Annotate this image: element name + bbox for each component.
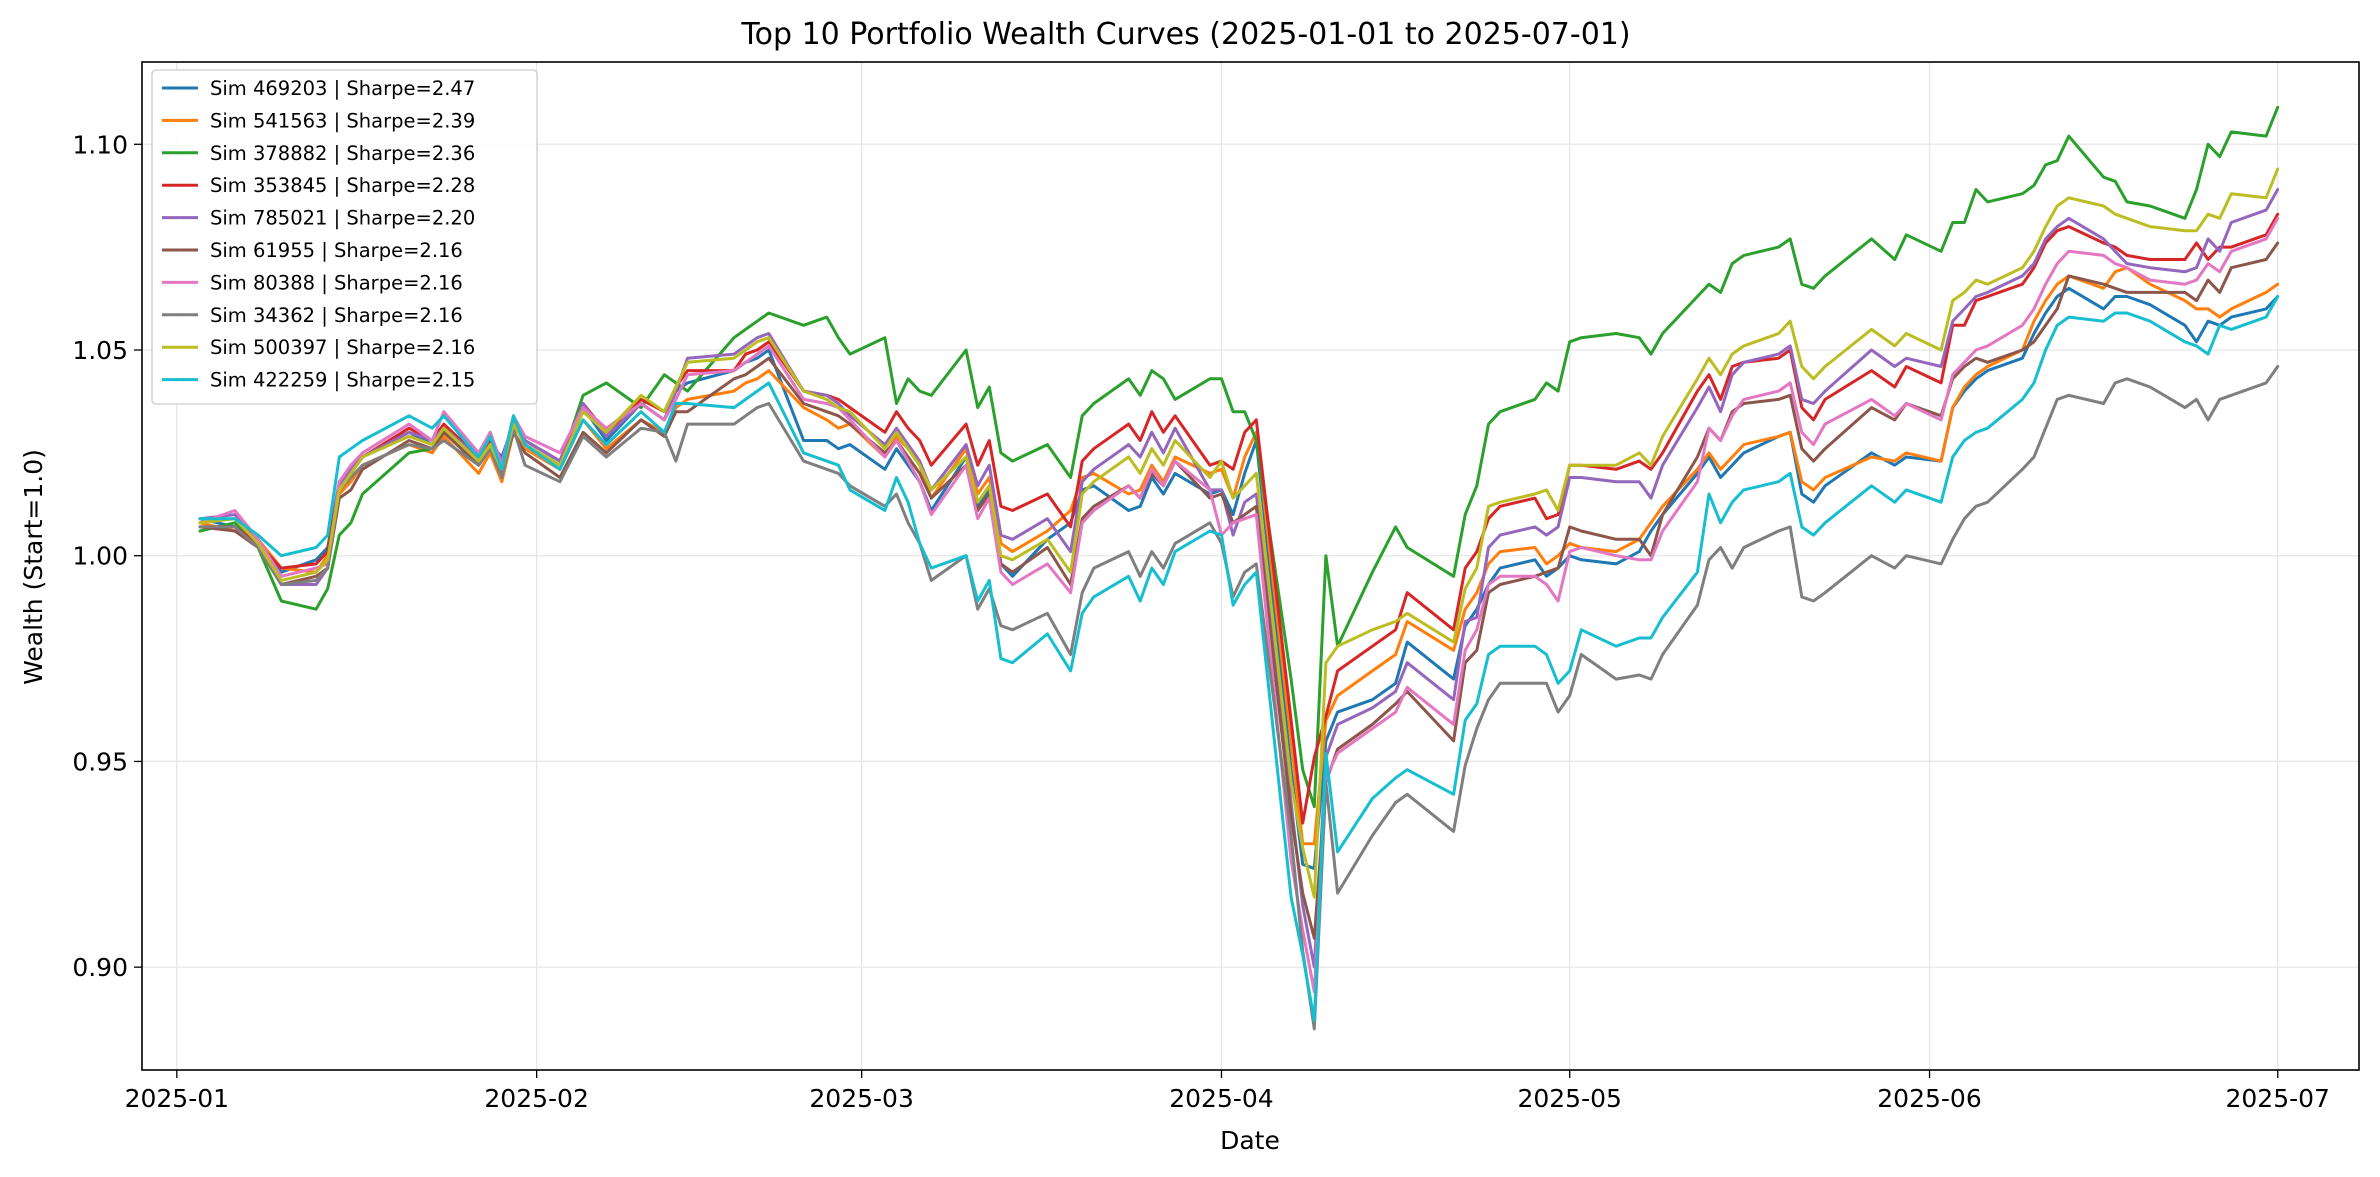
legend-label: Sim 785021 | Sharpe=2.20	[210, 207, 475, 230]
x-axis-label: Date	[1220, 1126, 1280, 1155]
y-tick-label: 1.10	[72, 130, 128, 159]
legend-label: Sim 422259 | Sharpe=2.15	[210, 369, 475, 392]
axes-frame	[141, 61, 2360, 1071]
series-line-9	[198, 167, 2280, 899]
legend-label: Sim 80388 | Sharpe=2.16	[210, 271, 463, 294]
x-tick-label: 2025-04	[1169, 1084, 1273, 1113]
y-tick-label: 0.90	[72, 953, 128, 982]
x-tick-label: 2025-07	[2226, 1084, 2330, 1113]
x-tick-label: 2025-02	[484, 1084, 588, 1113]
legend-label: Sim 500397 | Sharpe=2.16	[210, 336, 475, 359]
legend-box	[151, 69, 538, 405]
legend-label: Sim 353845 | Sharpe=2.28	[210, 174, 475, 197]
series-line-7	[198, 216, 2280, 994]
chart-title: Top 10 Portfolio Wealth Curves (2025-01-…	[740, 17, 1630, 52]
legend-label: Sim 61955 | Sharpe=2.16	[210, 239, 463, 262]
series-line-10	[198, 295, 2280, 1023]
series-line-8	[198, 365, 2280, 1031]
x-tick-label: 2025-06	[1877, 1084, 1981, 1113]
y-axis-ticks: 0.90 0.95 1.00 1.05 1.10	[72, 130, 142, 982]
legend-label: Sim 469203 | Sharpe=2.47	[210, 77, 475, 100]
y-tick-label: 0.95	[72, 747, 128, 776]
series-line-6	[198, 241, 2280, 940]
series-lines	[198, 105, 2280, 1031]
x-tick-label: 2025-05	[1517, 1084, 1621, 1113]
legend-label: Sim 541563 | Sharpe=2.39	[210, 109, 475, 132]
y-axis-label: Wealth (Start=1.0)	[19, 449, 48, 685]
x-tick-label: 2025-03	[809, 1084, 913, 1113]
legend: Sim 469203 | Sharpe=2.47 Sim 541563 | Sha…	[151, 69, 538, 405]
x-tick-label: 2025-01	[125, 1084, 229, 1113]
legend-label: Sim 378882 | Sharpe=2.36	[210, 142, 475, 165]
y-tick-label: 1.00	[72, 542, 128, 571]
legend-label: Sim 34362 | Sharpe=2.16	[210, 304, 463, 327]
x-axis-ticks: 2025-01 2025-02 2025-03 2025-04 2025-05 2025-…	[125, 1070, 2330, 1113]
y-tick-label: 1.05	[72, 336, 128, 365]
